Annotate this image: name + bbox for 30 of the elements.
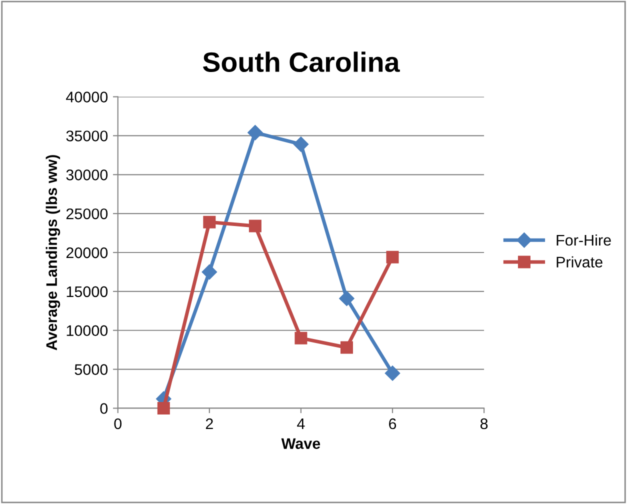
x-tick-label: 6 [389,418,396,430]
point [386,250,399,264]
y-axis-title: Average Landings (lbs ww) [46,155,60,350]
y-tick-label: 5000 [74,364,108,375]
x-axis-title: Wave [281,438,320,449]
point [293,136,309,152]
legend-label: For-Hire [556,234,611,246]
x-tick-label: 8 [480,418,488,430]
point [340,341,353,354]
point [203,216,216,228]
y-tick-label: 10000 [66,325,108,336]
legend-label: Private [556,256,602,268]
point [248,220,262,232]
chart-title: South Carolina [202,52,400,72]
y-tick-label: 0 [100,403,108,414]
point [248,125,263,140]
point [339,290,354,306]
y-tick-label: 40000 [66,92,108,102]
y-tick-label: 15000 [66,286,108,298]
point [294,332,308,344]
y-tick-label: 25000 [66,208,108,220]
y-tick-label: 35000 [66,130,108,142]
point [384,366,400,381]
x-tick-label: 2 [206,418,213,430]
point [202,264,217,280]
y-tick-label: 30000 [66,170,108,180]
point [157,402,170,414]
x-tick-label: 4 [297,418,305,430]
y-tick-label: 20000 [66,247,108,258]
x-tick-label: 0 [114,418,122,430]
